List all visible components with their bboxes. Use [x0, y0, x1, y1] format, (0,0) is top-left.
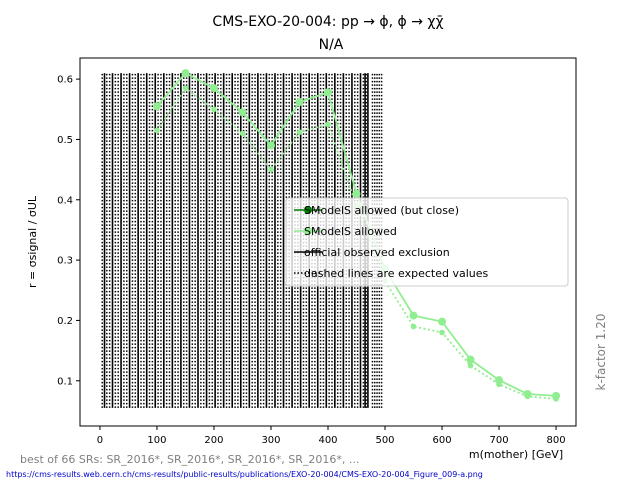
x-axis-label: m(mother) [GeV] [469, 448, 563, 461]
series-1-point-13 [524, 393, 531, 400]
x-tick-label-6: 600 [432, 435, 451, 446]
source-url: https://cms-results.web.cern.ch/cms-resu… [6, 470, 483, 479]
x-tick-label-8: 800 [546, 435, 565, 446]
y-axis-label: r = σsignal / σUL [26, 195, 39, 288]
series-1-point-6 [325, 121, 331, 128]
series-0-point-3 [238, 108, 247, 117]
series-0-point-11 [466, 355, 475, 364]
series-0-point-12 [495, 376, 504, 385]
y-tick-label-0: 0.1 [57, 376, 73, 387]
footer-note: best of 66 SRs: SR_2016*, SR_2016*, SR_2… [20, 453, 359, 466]
chart-subtitle: N/A [319, 37, 344, 53]
series-0-point-10 [438, 317, 447, 326]
x-tick-label-7: 700 [489, 435, 508, 446]
legend-entry-observed: official observed exclusion [294, 246, 450, 259]
legend-marker-allowed-close [304, 206, 312, 214]
legend-marker-allowed [304, 227, 312, 235]
legend-label-observed: official observed exclusion [304, 246, 450, 259]
legend-frame [285, 197, 569, 287]
x-tick-label-1: 100 [147, 435, 166, 446]
y-tick-label-3: 0.4 [57, 195, 73, 206]
series-1-point-4 [268, 166, 274, 173]
series-1-point-14 [553, 396, 559, 402]
legend-label-expected: dashed lines are expected values [304, 267, 489, 280]
series-0-point-2 [209, 84, 218, 93]
x-tick-label-5: 500 [375, 435, 394, 446]
series-1-point-2 [211, 106, 217, 113]
series-1-point-10 [439, 329, 445, 336]
legend-entry-expected: dashed lines are expected values [294, 267, 489, 280]
series-0-point-7 [352, 189, 361, 198]
series-1-point-12 [496, 381, 502, 388]
series-0-point-4 [266, 141, 275, 150]
legend-entry-allowed-close: SModelS allowed (but close) [294, 204, 459, 217]
series-0-point-6 [324, 88, 332, 97]
series-1-point-0 [154, 127, 160, 134]
series-0-point-5 [295, 98, 304, 107]
data-series [152, 69, 561, 402]
legend: SModelS allowed (but close) SModelS allo… [285, 197, 569, 287]
x-tick-label-0: 0 [97, 435, 103, 446]
series-0-point-1 [181, 69, 190, 78]
y-tick-label-2: 0.3 [57, 256, 73, 267]
series-0-point-0 [152, 102, 161, 111]
series-1-point-5 [296, 129, 303, 136]
legend-entry-allowed: SModelS allowed [294, 225, 397, 238]
x-tick-label-3: 300 [261, 435, 280, 446]
x-tick-label-2: 200 [204, 435, 223, 446]
series-1-point-9 [410, 323, 417, 330]
y-tick-label-1: 0.2 [57, 316, 73, 327]
series-1-point-11 [467, 362, 474, 369]
chart-title: CMS-EXO-20-004: pp → ϕ, ϕ → χχ̄ [212, 14, 443, 30]
legend-label-allowed: SModelS allowed [304, 225, 397, 238]
legend-label-allowed-close: SModelS allowed (but close) [304, 204, 459, 217]
k-factor-note: k-factor 1.20 [594, 314, 608, 391]
x-tick-label-4: 400 [318, 435, 337, 446]
y-tick-label-4: 0.5 [57, 135, 73, 146]
series-0-point-9 [409, 311, 418, 320]
series-1-point-3 [239, 130, 246, 137]
series-1-point-1 [182, 85, 189, 91]
y-tick-label-5: 0.6 [57, 75, 73, 86]
y-ticks: 0.1 0.2 0.3 0.4 0.5 0.6 [57, 75, 80, 387]
x-ticks: 0 100 200 300 400 500 600 700 800 [97, 426, 566, 446]
